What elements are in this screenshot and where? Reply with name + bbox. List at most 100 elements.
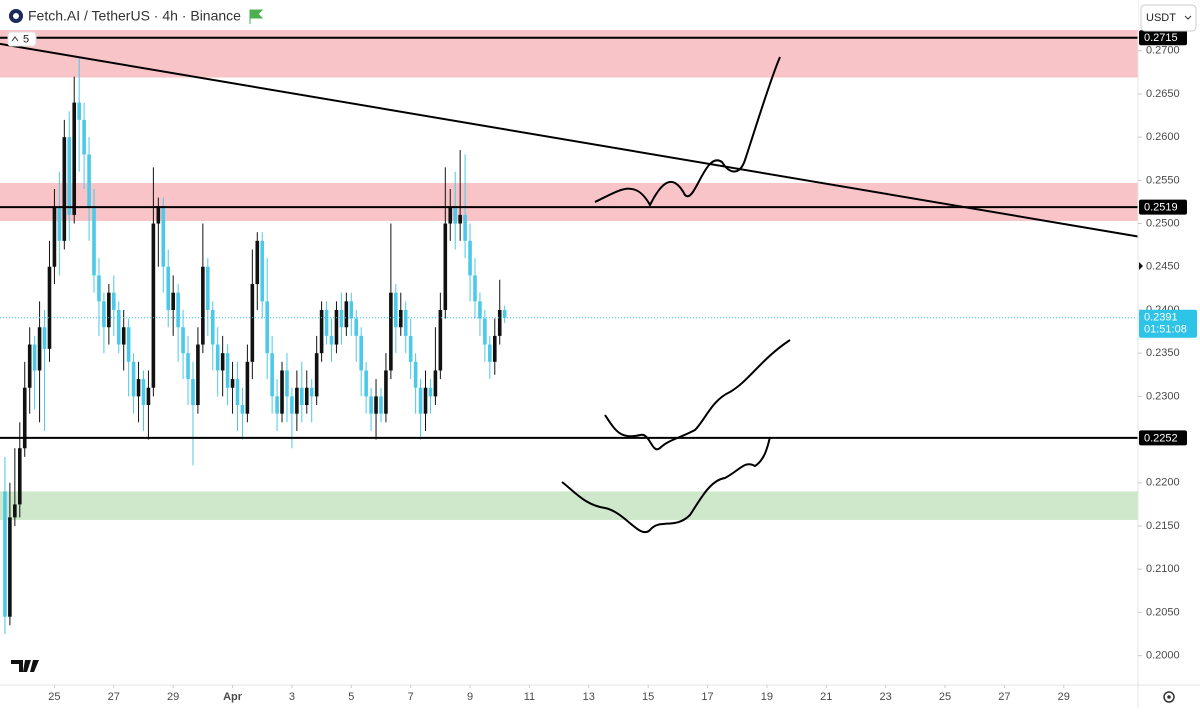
settings-icon (1167, 695, 1171, 699)
candle-body (398, 309, 403, 328)
candle-body (413, 361, 418, 388)
candle-body (52, 206, 57, 267)
candle-body (418, 387, 423, 414)
candle-body (166, 266, 171, 310)
candle-body (107, 292, 111, 328)
candle-body (136, 379, 141, 397)
candle-body (141, 379, 146, 406)
candle-body (497, 309, 502, 336)
candle-body (230, 379, 235, 388)
candle-body (176, 292, 180, 328)
candle-body (270, 353, 274, 397)
x-tick-label: 25 (939, 691, 951, 703)
candle-body (255, 240, 260, 285)
candle-body (468, 240, 472, 276)
level-label-bg (1139, 199, 1187, 215)
y-tick-label: 0.2000 (1146, 650, 1180, 662)
candle-body (112, 292, 116, 310)
candle-body (151, 223, 156, 388)
y-tick-label: 0.2300 (1146, 390, 1180, 402)
candle-body (72, 102, 77, 215)
candle-body (82, 119, 86, 155)
candle-body (275, 396, 279, 414)
candle-body (57, 206, 62, 241)
candle-body (77, 102, 81, 120)
y-tick-label: 0.2100 (1146, 563, 1180, 575)
candle-body (492, 335, 497, 362)
x-tick-label: 17 (701, 691, 713, 703)
candle-body (458, 214, 462, 224)
axis-marker (1139, 262, 1143, 270)
x-tick-label: Apr (223, 691, 243, 703)
x-tick-label: 7 (408, 691, 414, 703)
candle-body (191, 379, 195, 406)
x-tick-label: 23 (880, 691, 892, 703)
overlay (0, 36, 1139, 534)
y-tick-label: 0.2650 (1146, 88, 1180, 100)
y-tick-label: 0.2500 (1146, 217, 1180, 229)
x-tick-label: 11 (524, 691, 535, 703)
candle-body (304, 387, 309, 406)
trendline (0, 42, 1139, 238)
indicator-toggle[interactable] (7, 31, 37, 47)
candle-body (17, 448, 22, 505)
candle-body (215, 344, 220, 371)
candle-body (146, 387, 151, 406)
candle-body (161, 206, 166, 267)
candle-body (206, 266, 210, 310)
currency-button[interactable] (1140, 4, 1197, 32)
candle-body (483, 318, 487, 345)
candle-body (443, 223, 448, 310)
candle-body (235, 379, 240, 406)
candle-body (67, 137, 72, 215)
candle-body (389, 292, 393, 371)
last-price-bg (1139, 309, 1197, 338)
y-tick-label: 0.2550 (1146, 174, 1180, 186)
candle-body (121, 327, 126, 345)
x-tick-label: 13 (583, 691, 595, 703)
x-tick-label: 19 (761, 691, 773, 703)
candle-body (280, 370, 284, 414)
candle-body (250, 284, 255, 362)
level-label: 0.2252 (1144, 432, 1178, 444)
candle-body (329, 335, 334, 345)
candle-body (488, 344, 492, 362)
candle-body (295, 387, 299, 414)
candle-body (240, 405, 245, 414)
x-tick-label: 15 (642, 691, 654, 703)
candle-body (156, 206, 161, 224)
candle-body (32, 344, 37, 371)
candle-body (181, 327, 185, 354)
candle-body (260, 240, 265, 302)
candle-body (265, 301, 269, 354)
candle-body (196, 344, 200, 406)
x-tick-label: 25 (48, 691, 60, 703)
candle-body (171, 292, 175, 310)
candle-body (62, 137, 67, 241)
candle-body (473, 275, 477, 302)
level-label-bg (1139, 30, 1187, 46)
candle-body (300, 387, 304, 406)
candle-body (428, 387, 433, 397)
candle-body (22, 387, 27, 449)
candle-body (334, 309, 339, 345)
candle-body (97, 275, 101, 302)
x-tick-label: 21 (820, 691, 832, 703)
settings-icon[interactable] (1163, 691, 1175, 703)
candle-body (220, 353, 225, 371)
chevron (1184, 15, 1192, 20)
candle-body (42, 327, 47, 349)
candle-body (364, 370, 368, 397)
candle-body (344, 301, 349, 328)
candle-body (201, 266, 205, 345)
candle-body (502, 309, 507, 318)
candle-body (339, 309, 344, 328)
y-tick-label: 0.2700 (1146, 45, 1180, 57)
candle-body (324, 309, 329, 336)
candle-body (116, 309, 121, 345)
candle-body (285, 370, 289, 397)
candle-body (3, 491, 7, 617)
symbol-icon (13, 13, 19, 19)
